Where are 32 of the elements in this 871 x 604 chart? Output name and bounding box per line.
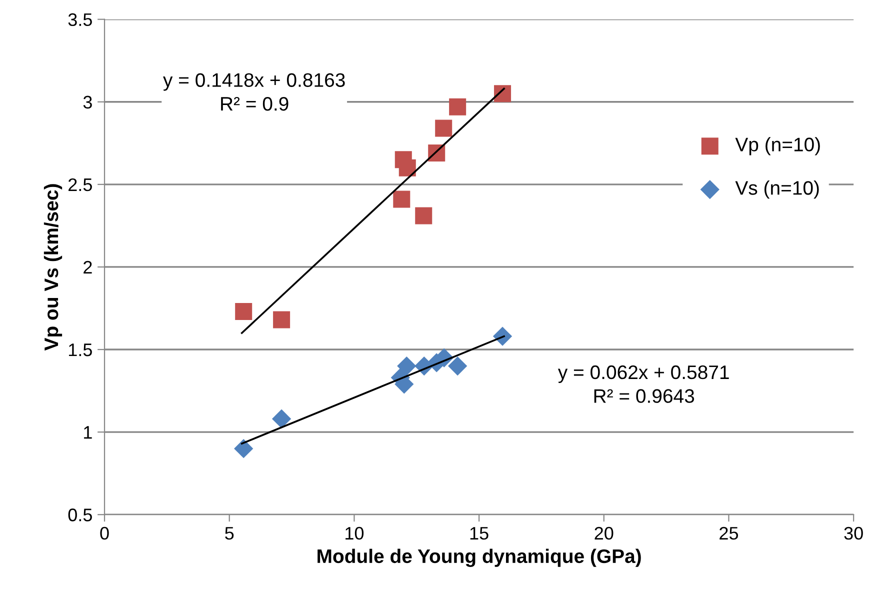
point <box>235 303 252 320</box>
y-tick-label: 3.5 <box>68 13 92 26</box>
x-tick-label: 10 <box>346 526 364 540</box>
y-tick-label: 2.5 <box>68 178 92 192</box>
annotation: y = 0.1418x + 0.8163 R² = 0.9 <box>163 73 345 111</box>
y-tick-label: 1.5 <box>68 344 92 356</box>
point <box>494 85 512 102</box>
y-axis-title: Vp ou Vs (km/sec) <box>44 184 62 351</box>
point <box>415 207 432 224</box>
x-tick-label: 5 <box>225 527 234 540</box>
y-tick-label: 3 <box>83 96 92 109</box>
point <box>397 356 416 376</box>
x-axis-title: Module de Young dynamique (GPa) <box>318 548 641 568</box>
x-tick-label: 0 <box>100 526 109 540</box>
y-tick-label: 0.5 <box>68 508 92 522</box>
point <box>448 356 468 376</box>
point <box>449 98 466 116</box>
x-tick-label: 30 <box>844 526 863 540</box>
point <box>393 190 410 208</box>
annotation: y = 0.062x + 0.5871 R² = 0.9643 <box>558 365 729 403</box>
x-tick-label: 20 <box>594 526 614 540</box>
legend-label: Vp (n=10) <box>735 137 820 156</box>
legend-label: Vs (n=10) <box>735 180 819 199</box>
x-tick-label: 25 <box>720 526 738 540</box>
y-tick-label: 1 <box>84 426 92 439</box>
point <box>234 439 254 458</box>
point <box>272 409 292 428</box>
point <box>398 159 416 176</box>
y-tick-label: 2 <box>84 260 92 274</box>
x-tick-label: 15 <box>470 527 488 540</box>
point <box>273 311 290 328</box>
point <box>435 120 452 137</box>
